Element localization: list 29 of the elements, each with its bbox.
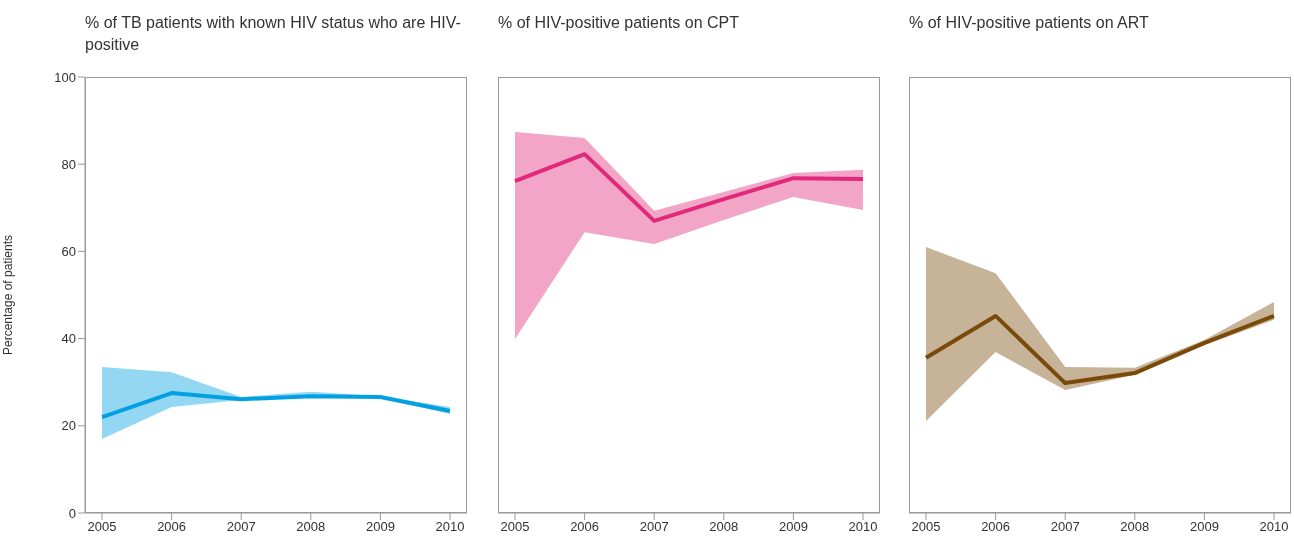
chart-title: % of TB patients with known HIV status who are HIV-positive (85, 13, 462, 55)
x-tick-label: 2005 (500, 519, 530, 535)
chart-title: % of HIV-positive patients on ART (909, 13, 1150, 33)
x-tick-label: 2010 (1259, 519, 1289, 535)
x-tick-label: 2005 (911, 519, 941, 535)
x-tick-label: 2009 (1189, 519, 1219, 535)
x-tick-label: 2010 (435, 519, 465, 535)
x-tick-label: 2007 (1050, 519, 1080, 535)
x-tick-label: 2007 (639, 519, 669, 535)
y-tick-label: 0 (68, 505, 76, 521)
x-tick-label: 2009 (365, 519, 395, 535)
y-tick-label: 20 (61, 418, 76, 434)
x-tick-label: 2008 (1120, 519, 1150, 535)
y-axis-title: Percentage of patients (1, 234, 16, 356)
x-tick-label: 2005 (87, 519, 117, 535)
y-tick-label: 40 (61, 331, 76, 347)
x-tick-label: 2006 (157, 519, 187, 535)
x-tick-label: 2008 (296, 519, 326, 535)
x-tick-label: 2006 (981, 519, 1011, 535)
y-tick-label: 80 (61, 156, 76, 172)
line-series (100, 391, 452, 420)
x-tick-label: 2010 (848, 519, 878, 535)
y-tick-label: 60 (61, 244, 76, 260)
chart-title: % of HIV-positive patients on CPT (498, 13, 740, 33)
x-tick-label: 2007 (226, 519, 256, 535)
x-tick-label: 2006 (570, 519, 600, 535)
y-tick-label: 100 (54, 69, 76, 85)
x-tick-label: 2008 (709, 519, 739, 535)
x-tick-label: 2009 (778, 519, 808, 535)
